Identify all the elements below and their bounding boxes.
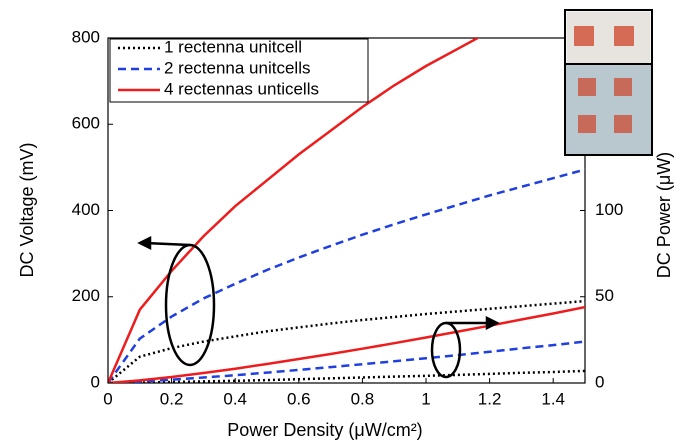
- legend-label: 2 rectenna unitcells: [164, 58, 310, 77]
- y-tick-label: 0: [91, 372, 100, 391]
- x-tick-label: 1: [421, 389, 430, 408]
- y2-tick-label: 50: [595, 286, 614, 305]
- data-line: [108, 340, 585, 383]
- data-line: [108, 305, 585, 383]
- x-tick-label: 0.8: [351, 389, 375, 408]
- data-line: [108, 38, 481, 383]
- x-tick-label: 0: [103, 389, 112, 408]
- y2-tick-label: 0: [595, 372, 604, 391]
- x-tick-label: 0.4: [223, 389, 247, 408]
- x-tick-label: 1.4: [541, 389, 565, 408]
- y-tick-label: 800: [72, 27, 100, 46]
- x-tick-label: 0.6: [287, 389, 311, 408]
- data-line: [108, 299, 585, 383]
- y2-tick-label: 100: [595, 200, 623, 219]
- legend: 1 rectenna unitcell 2 rectenna unitcells 4…: [109, 37, 369, 103]
- inset-photo: [564, 9, 653, 156]
- legend-label: 4 rectennas unticells: [164, 79, 319, 98]
- y-axis-label: DC Voltage (mV): [17, 142, 37, 277]
- y-tick-label: 200: [72, 286, 100, 305]
- y-tick-label: 600: [72, 114, 100, 133]
- data-line: [108, 168, 585, 383]
- x-axis-label: Power Density (μW/cm²): [227, 420, 422, 440]
- y-tick-label: 400: [72, 200, 100, 219]
- annotations: [137, 235, 500, 379]
- x-tick-label: 1.2: [478, 389, 502, 408]
- legend-label: 1 rectenna unitcell: [164, 37, 302, 56]
- x-tick-label: 0.2: [160, 389, 184, 408]
- y2-axis-label: DC Power (μW): [654, 152, 674, 278]
